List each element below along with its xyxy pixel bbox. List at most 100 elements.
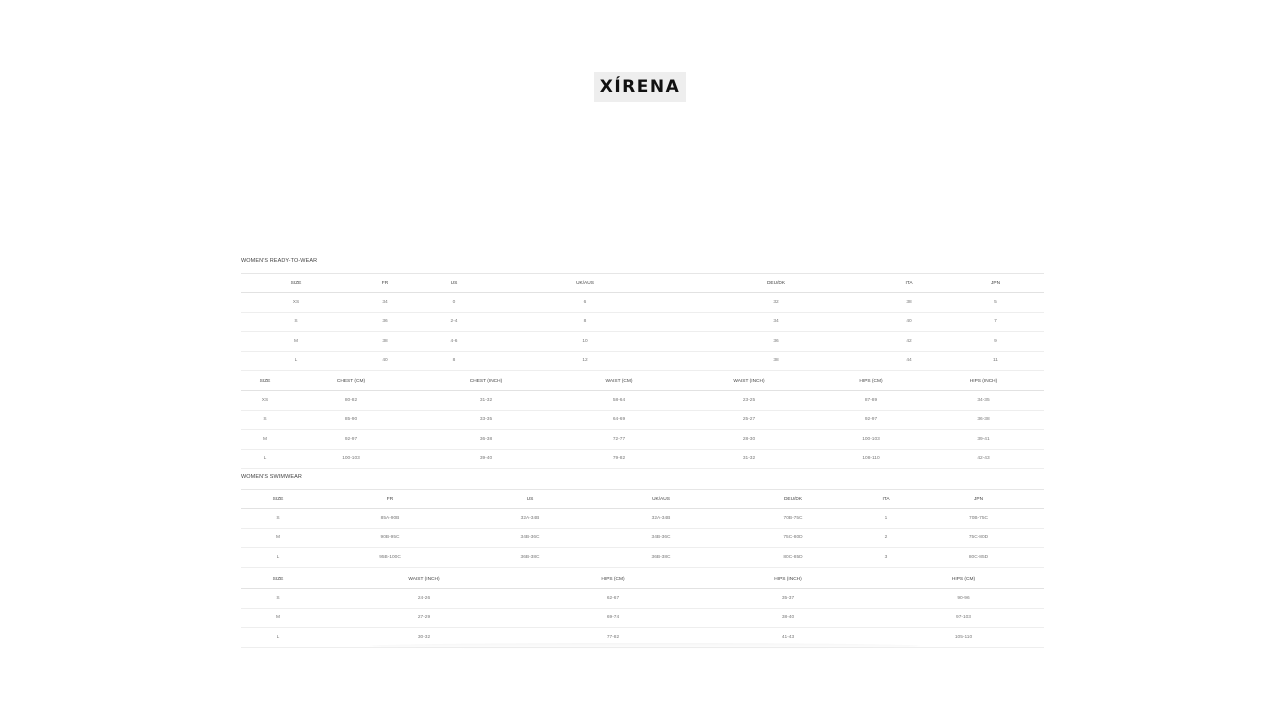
table-cell: 9: [947, 331, 1044, 352]
table-cell: 4-6: [419, 331, 489, 352]
table-cell: L: [241, 547, 315, 568]
table-cell: 100-103: [289, 449, 413, 469]
table-cell: M: [241, 331, 351, 352]
column-header: US: [419, 273, 489, 294]
table-row: M 38 4-6 10 36 42 9: [241, 331, 1044, 352]
table-cell: M: [241, 528, 315, 549]
size-table-rtw-conversion: SIZE FR US UK/AUS DEU/DK ITA JPN XS 34 0 6 32 38 5 S 36…: [241, 273, 1044, 371]
table-header-row: SIZE WAIST (INCH) HIPS (CM) HIPS (INCH) HIPS…: [241, 570, 1044, 590]
table-cell: S: [241, 588, 315, 609]
column-header: DEU/DK: [727, 489, 859, 510]
table-cell: 32: [681, 292, 871, 313]
table-cell: 31-32: [413, 390, 559, 411]
table-cell: 2: [859, 528, 913, 549]
table-cell: 38-40: [693, 608, 883, 629]
column-header: HIPS (INCH): [923, 372, 1044, 392]
column-header: WAIST (CM): [559, 372, 679, 392]
table-cell: XS: [241, 292, 351, 313]
table-cell: 70B-75C: [727, 508, 859, 529]
section-title-swimwear: WOMEN'S SWIMWEAR: [241, 474, 303, 480]
table-header-row: SIZE FR US UK/AUS DEU/DK ITA JPN: [241, 273, 1044, 294]
table-cell: 10: [489, 331, 681, 352]
table-cell: 2-4: [419, 312, 489, 333]
table-cell: 12: [489, 351, 681, 371]
table-cell: S: [241, 508, 315, 529]
table-cell: 1: [859, 508, 913, 529]
table-cell: 62-67: [533, 588, 693, 609]
table-cell: 80C-85D: [913, 547, 1044, 568]
table-row: L 30-32 77-82 41-43 105-110: [241, 627, 1044, 648]
table-cell: 32A-34B: [595, 508, 727, 529]
table-cell: 36: [351, 312, 419, 333]
table-cell: 27-29: [315, 608, 533, 629]
brand-logo[interactable]: XÍRENA: [594, 72, 686, 102]
table-row: L 95B-100C 36B-38C 36B-38C 80C-85D 3 80C-85D: [241, 547, 1044, 568]
column-header: SIZE: [241, 489, 315, 510]
bottom-shadow: [370, 643, 920, 649]
column-header: FR: [351, 273, 419, 294]
table-cell: 38: [681, 351, 871, 371]
table-cell: 44: [871, 351, 947, 371]
table-cell: 25-27: [679, 410, 819, 431]
table-cell: 80C-85D: [727, 547, 859, 568]
table-cell: 5: [947, 292, 1044, 313]
column-header: FR: [315, 489, 465, 510]
column-header: HIPS (CM): [819, 372, 923, 392]
table-cell: 0: [419, 292, 489, 313]
column-header: CHEST (INCH): [413, 372, 559, 392]
table-cell: 34B-36C: [465, 528, 595, 549]
table-cell: 75C-80D: [727, 528, 859, 549]
table-cell: 39-40: [413, 449, 559, 469]
table-cell: 23-25: [679, 390, 819, 411]
table-cell: S: [241, 312, 351, 333]
table-cell: 58-64: [559, 390, 679, 411]
column-header: CHEST (CM): [289, 372, 413, 392]
column-header: ITA: [859, 489, 913, 510]
table-row: S 85A-90B 32A-34B 32A-34B 70B-75C 1 70B-75C: [241, 508, 1044, 529]
table-cell: 28-30: [679, 429, 819, 450]
table-row: M 90B-95C 34B-36C 34B-36C 75C-80D 2 75C-80D: [241, 528, 1044, 549]
size-table-swim-conversion: SIZE FR US UK/AUS DEU/DK ITA JPN S 85A-90B 32A-34…: [241, 489, 1044, 568]
table-cell: 64-69: [559, 410, 679, 431]
table-cell: 69-74: [533, 608, 693, 629]
table-cell: XS: [241, 390, 289, 411]
table-cell: 35-37: [693, 588, 883, 609]
table-cell: 24-26: [315, 588, 533, 609]
table-cell: 33-35: [413, 410, 559, 431]
table-cell: 11: [947, 351, 1044, 371]
table-row: L 40 8 12 38 44 11: [241, 351, 1044, 371]
column-header: JPN: [947, 273, 1044, 294]
table-cell: 95B-100C: [315, 547, 465, 568]
table-cell: 72-77: [559, 429, 679, 450]
table-cell: 42: [871, 331, 947, 352]
table-cell: 36-38: [413, 429, 559, 450]
table-cell: 97-103: [883, 608, 1044, 629]
table-cell: 36-38: [923, 410, 1044, 431]
column-header: UK/AUS: [489, 273, 681, 294]
column-header: HIPS (CM): [533, 570, 693, 590]
table-cell: 38: [351, 331, 419, 352]
table-cell: 3: [859, 547, 913, 568]
table-cell: 8: [419, 351, 489, 371]
table-cell: 100-103: [819, 429, 923, 450]
table-cell: 34-35: [923, 390, 1044, 411]
table-cell: 87-89: [819, 390, 923, 411]
table-cell: L: [241, 627, 315, 648]
table-header-row: SIZE FR US UK/AUS DEU/DK ITA JPN: [241, 489, 1044, 510]
column-header: HIPS (INCH): [693, 570, 883, 590]
table-cell: 90B-95C: [315, 528, 465, 549]
table-cell: 108-110: [819, 449, 923, 469]
table-row: XS 80-82 31-32 58-64 23-25 87-89 34-35: [241, 390, 1044, 411]
column-header: ITA: [871, 273, 947, 294]
table-cell: L: [241, 351, 351, 371]
table-cell: 41-43: [693, 627, 883, 648]
table-cell: 34B-36C: [595, 528, 727, 549]
table-cell: 36: [681, 331, 871, 352]
table-cell: 79-82: [559, 449, 679, 469]
table-cell: 32A-34B: [465, 508, 595, 529]
column-header: US: [465, 489, 595, 510]
table-cell: 92-97: [289, 429, 413, 450]
column-header: SIZE: [241, 570, 315, 590]
column-header: HIPS (CM): [883, 570, 1044, 590]
table-row: L 100-103 39-40 79-82 31-32 108-110 42-43: [241, 449, 1044, 469]
